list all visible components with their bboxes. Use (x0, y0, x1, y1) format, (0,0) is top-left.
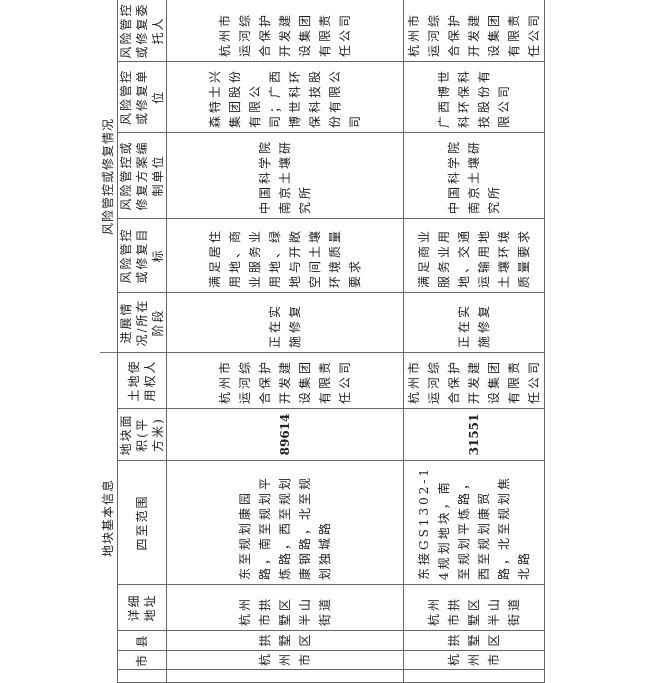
boundaries-cell: 东至规划康园路，南至规划平炼路，西至规划康钢路，北至规划独城路 (166, 460, 404, 585)
client-cell: 杭州市运河综合保护开发建设集团有限责任公司 (403, 0, 545, 62)
cut-off-cell (403, 669, 545, 683)
address-cell: 杭州市拱墅区半山街道 (403, 584, 545, 631)
header-cut-off-column (117, 669, 167, 683)
section-basic-info: 地块基本信息 (101, 479, 115, 558)
county-cell: 拱墅区 (403, 630, 545, 651)
city-cell: 杭州市 (166, 650, 404, 670)
header-plan-unit: 风险管控或修复方案编制单位 (117, 132, 167, 219)
area-cell: 31551 (403, 408, 545, 461)
plan-unit-cell: 中国科学院南京土壤研究所 (166, 132, 404, 219)
plan-unit-cell: 中国科学院南京土壤研究所 (403, 132, 545, 219)
table-row: 杭州市 拱墅区 杭州市拱墅区半山街道 东接GS1302-14规划地块，南至规划平… (403, 0, 545, 683)
header-county: 县 (117, 630, 167, 651)
address-cell: 杭州市拱墅区半山街道 (166, 584, 404, 631)
site-remediation-table: 市 县 详细地址 四至范围 地块面积(平方米) 土地使用权人 进展情况/所在阶段… (117, 0, 545, 683)
progress-cell: 正在实施修复 (166, 292, 404, 353)
header-address: 详细地址 (117, 584, 167, 631)
target-cell: 满足商业服务业用地、交通运输用地土壤环境质量要求 (403, 218, 545, 293)
table-row: 杭州市 拱墅区 杭州市拱墅区半山街道 东至规划康园路，南至规划平炼路，西至规划康… (166, 0, 404, 683)
header-row: 市 县 详细地址 四至范围 地块面积(平方米) 土地使用权人 进展情况/所在阶段… (117, 0, 167, 683)
progress-cell: 正在实施修复 (403, 292, 545, 353)
exec-unit-cell: 森特士兴集团股份有限公司；广西博世科环保科技股份有限公司 (166, 61, 404, 133)
land-user-cell: 杭州市运河综合保护开发建设集团有限责任公司 (403, 352, 545, 409)
land-user-cell: 杭州市运河综合保护开发建设集团有限责任公司 (166, 352, 404, 409)
section-risk-control: 风险管控或修复情况 (101, 118, 115, 236)
header-client: 风险管控或修复委托人 (117, 0, 167, 62)
city-cell: 杭州市 (403, 650, 545, 670)
client-cell: 杭州市运河综合保护开发建设集团有限责任公司 (166, 0, 404, 62)
header-target: 风险管控或修复目标 (117, 218, 167, 293)
header-exec-unit: 风险管控或修复单位 (117, 61, 167, 133)
county-cell: 拱墅区 (166, 630, 404, 651)
header-land-user: 土地使用权人 (117, 352, 167, 409)
header-city: 市 (117, 650, 167, 670)
header-progress: 进展情况/所在阶段 (117, 292, 167, 353)
area-cell: 89614 (166, 408, 404, 461)
header-boundaries: 四至范围 (117, 460, 167, 585)
boundaries-cell: 东接GS1302-14规划地块，南至规划平炼路，西至规划康贸路，北至规划焦北路 (403, 460, 545, 585)
header-area: 地块面积(平方米) (117, 408, 167, 461)
cut-off-cell (166, 669, 404, 683)
target-cell: 满足居住用地、商业服务业用地、绿地与开敞空间土壤环境质量要求 (166, 218, 404, 293)
exec-unit-cell: 广西博世科环保科技股份有限公司 (403, 61, 545, 133)
